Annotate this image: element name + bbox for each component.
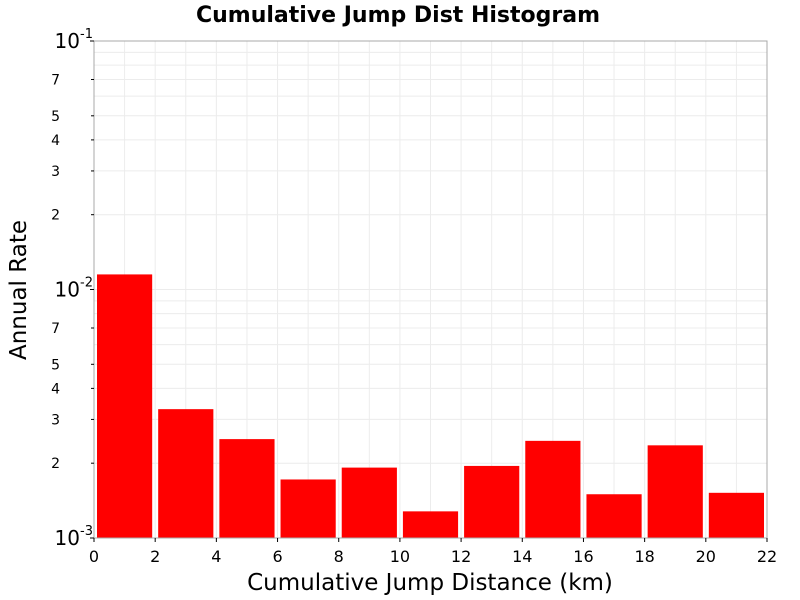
x-tick-label: 22 <box>757 547 777 566</box>
x-tick-label: 0 <box>89 547 99 566</box>
y-minor-tick-label: 3 <box>51 412 60 428</box>
x-tick-label: 14 <box>512 547 532 566</box>
y-minor-tick-label: 7 <box>51 321 60 337</box>
y-tick-exponent: -1 <box>80 27 93 42</box>
y-tick-exponent: -2 <box>80 276 93 291</box>
x-tick-label: 18 <box>634 547 654 566</box>
y-minor-tick-label: 5 <box>51 357 60 373</box>
x-tick-label: 12 <box>451 547 471 566</box>
histogram-bar <box>158 409 214 538</box>
histogram-bar <box>341 467 397 538</box>
y-tick-label: 10 <box>55 526 80 550</box>
y-minor-tick-label: 5 <box>51 109 60 125</box>
histogram-bar <box>525 440 581 538</box>
histogram-bar <box>586 494 642 538</box>
histogram-bar <box>402 511 459 538</box>
y-axis-label: Annual Rate <box>6 220 32 360</box>
grid-lines <box>94 41 767 538</box>
y-tick-label: 10 <box>55 278 80 302</box>
x-tick-label: 4 <box>211 547 221 566</box>
chart-title: Cumulative Jump Dist Histogram <box>196 3 600 28</box>
y-minor-tick-label: 2 <box>51 456 60 472</box>
histogram-bar <box>280 479 336 538</box>
x-tick-label: 6 <box>272 547 282 566</box>
y-tick-label: 10 <box>55 29 80 53</box>
y-minor-tick-label: 3 <box>51 164 60 180</box>
y-minor-tick-label: 4 <box>51 133 60 149</box>
x-tick-label: 2 <box>150 547 160 566</box>
x-tick-label: 20 <box>696 547 716 566</box>
y-minor-tick-label: 7 <box>51 72 60 88</box>
histogram-bar <box>97 274 153 538</box>
histogram-bar <box>464 465 520 538</box>
histogram-bar <box>647 445 703 538</box>
x-axis-label: Cumulative Jump Distance (km) <box>247 570 613 596</box>
y-tick-exponent: -3 <box>80 524 93 539</box>
x-tick-label: 16 <box>573 547 593 566</box>
x-tick-label: 10 <box>390 547 410 566</box>
histogram-bar <box>708 492 764 538</box>
histogram-bar <box>219 439 275 538</box>
y-minor-tick-label: 4 <box>51 381 60 397</box>
x-axis-ticks: 0 2 4 6 8 10 12 14 16 18 20 22 <box>89 538 777 566</box>
bars <box>97 274 764 538</box>
y-minor-tick-label: 2 <box>51 208 60 224</box>
x-tick-label: 8 <box>334 547 344 566</box>
